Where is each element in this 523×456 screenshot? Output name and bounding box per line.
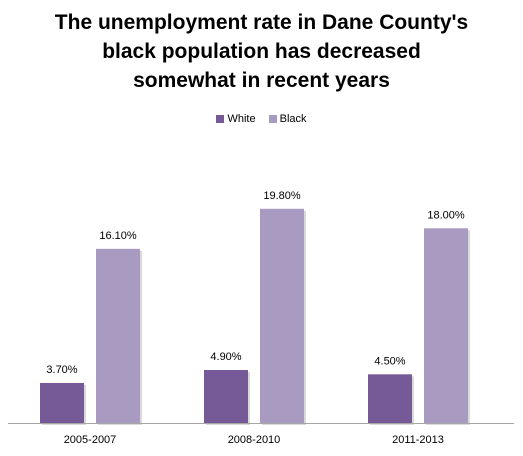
data-label-white-2: 4.90% (210, 351, 241, 363)
bar-black-1 (96, 248, 140, 423)
legend-swatch-white (216, 115, 225, 123)
data-label-white-1: 3.70% (46, 364, 77, 376)
data-label-white-3: 4.50% (374, 355, 405, 367)
x-tick-label: 2008-2010 (228, 434, 281, 446)
legend-label-white: White (227, 113, 256, 125)
chart-legend: White Black (0, 112, 523, 126)
legend-label-black: Black (279, 113, 307, 125)
data-label-black-3: 18.00% (427, 209, 465, 221)
chart-title-line-3: somewhat in recent years (133, 69, 390, 92)
chart-title-line-2: black population has decreased (102, 40, 421, 63)
bar-black-3 (424, 228, 468, 423)
data-label-black-1: 16.10% (99, 230, 137, 242)
bar-white-2 (204, 369, 248, 423)
x-tick-label: 2011-2013 (392, 434, 444, 446)
x-tick-label: 2005-2007 (64, 434, 117, 446)
data-label-black-2: 19.80% (263, 190, 301, 202)
bar-black-2 (260, 208, 304, 423)
legend-item-white: White (216, 112, 256, 126)
legend-item-black: Black (268, 112, 307, 126)
bar-white-1 (40, 382, 84, 423)
chart-title-line-1: The unemployment rate in Dane County's (54, 11, 469, 34)
chart-title: The unemployment rate in Dane County's b… (0, 8, 523, 95)
bar-white-3 (368, 374, 412, 423)
legend-swatch-black (268, 115, 277, 123)
